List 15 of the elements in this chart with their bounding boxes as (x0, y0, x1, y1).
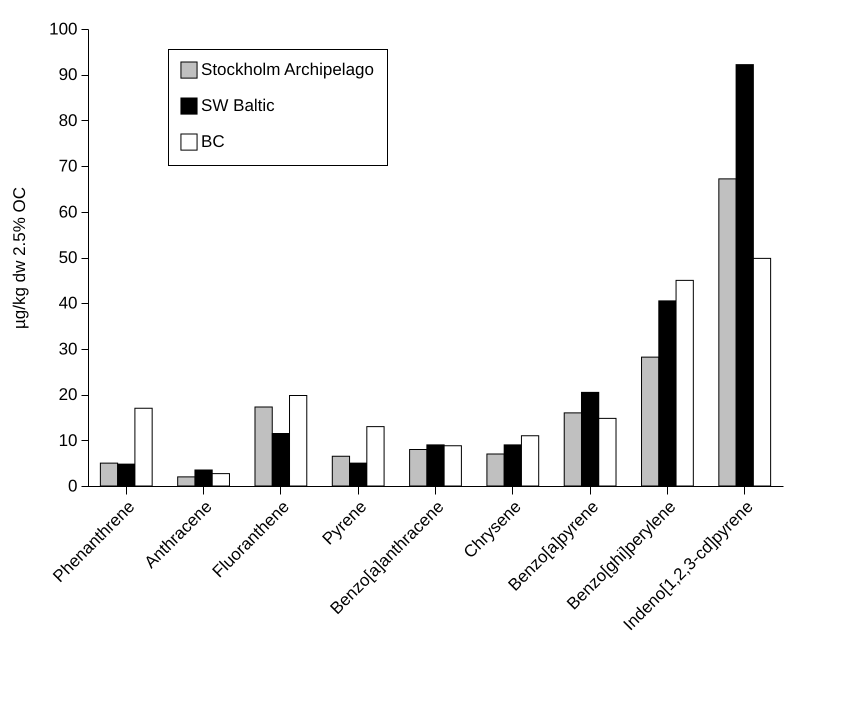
y-tick-label: 100 (49, 20, 78, 38)
y-tick-label: 50 (58, 248, 78, 267)
y-tick-label: 20 (58, 385, 78, 404)
y-tick-label: 0 (68, 476, 78, 496)
y-tick-label: 40 (58, 294, 78, 313)
legend-label: BC (201, 132, 225, 151)
y-tick-label: 30 (58, 339, 78, 358)
legend-label: Stockholm Archipelago (201, 60, 374, 79)
y-tick-label: 90 (58, 65, 78, 84)
y-tick-label: 70 (58, 156, 78, 176)
y-tick-label: 60 (58, 202, 78, 222)
y-axis-title: µg/kg dw 2.5% OC (10, 186, 30, 330)
y-tick-label: 80 (58, 110, 78, 130)
y-tick-label: 10 (58, 430, 78, 450)
legend-label: SW Baltic (201, 96, 276, 115)
